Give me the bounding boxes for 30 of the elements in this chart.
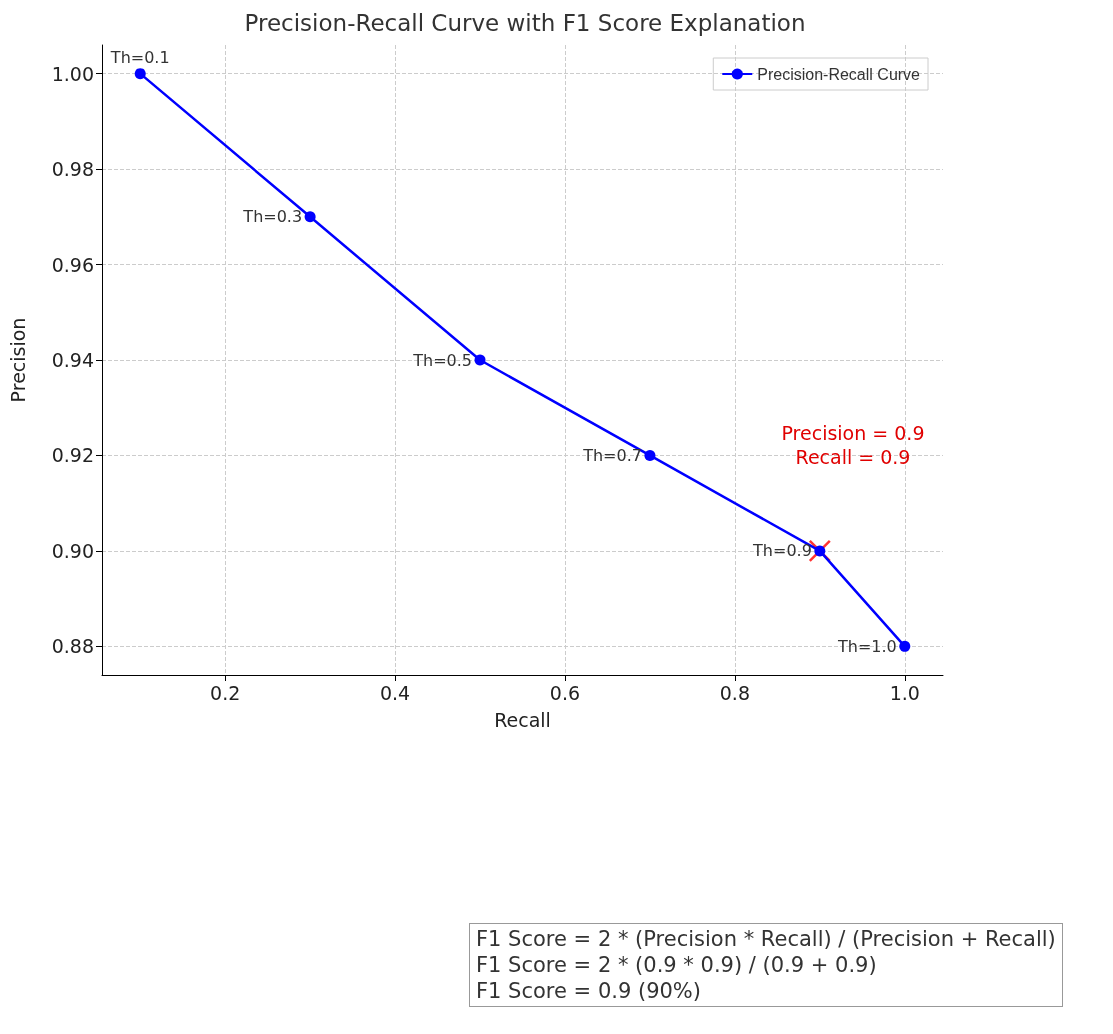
x-axis-title: Recall <box>494 708 551 731</box>
point <box>134 68 146 80</box>
annotation: Th=0.5 <box>412 350 473 370</box>
x-tick-label: 1.0 <box>889 681 920 704</box>
y-tick-label: 0.92 <box>51 444 94 467</box>
x-tick-label: 0.8 <box>719 681 750 704</box>
annotation: Th=1.0 <box>837 636 897 656</box>
annotation: Th=0.7 <box>582 445 642 465</box>
annotation: Th=0.1 <box>109 48 170 68</box>
point <box>644 449 656 461</box>
y-tick-label: 0.88 <box>51 635 94 658</box>
point <box>304 211 316 223</box>
x-tick-label: 0.4 <box>379 681 411 704</box>
annotation: Th=0.9 <box>752 541 812 561</box>
point <box>899 640 911 652</box>
annotation: Precision = 0.9 Recall = 0.9 <box>781 422 925 468</box>
x-tick-label: 0.2 <box>210 681 241 704</box>
chart-title: Precision-Recall Curve with F1 Score Explanation <box>244 9 806 36</box>
x-tick-label: 0.6 <box>549 681 581 704</box>
y-tick-label: 1.00 <box>51 62 94 85</box>
y-tick-label: 0.96 <box>51 253 94 276</box>
y-axis-title: Precision <box>6 317 29 403</box>
point <box>474 354 486 366</box>
point <box>814 545 826 557</box>
formula-box: F1 Score = 2 * (Precision * Recall) / (Precision + Recall) F1 Score = 2 * (0.9 * 0.9) / (0.9 + 0.9) F1 Score = 0.9 (90%) <box>469 923 1063 1007</box>
y-tick-label: 0.94 <box>51 349 94 371</box>
legend-label: Precision-Recall Curve <box>757 65 921 83</box>
y-tick-label: 0.98 <box>51 158 94 181</box>
y-tick-label: 0.90 <box>51 539 94 562</box>
annotation: Th=0.3 <box>242 207 303 227</box>
